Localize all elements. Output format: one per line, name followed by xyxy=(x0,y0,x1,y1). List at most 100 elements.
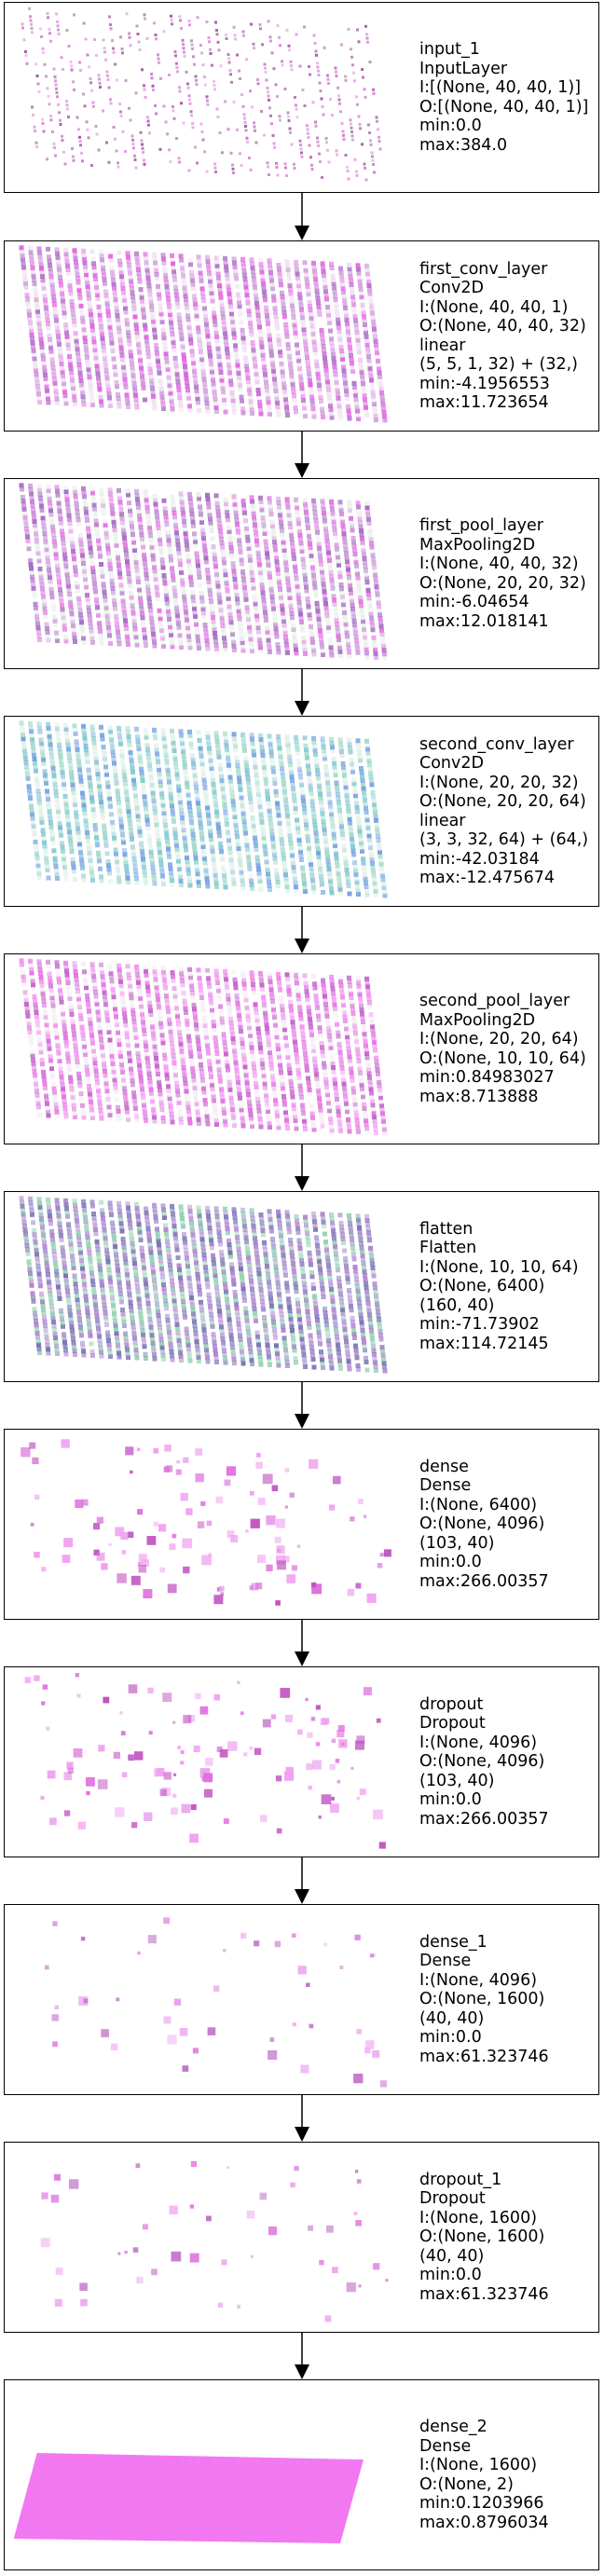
activation-cell xyxy=(112,764,117,770)
activation-cell xyxy=(322,823,326,829)
activation-cell xyxy=(376,363,381,367)
activation-cell xyxy=(348,586,353,592)
activation-cell xyxy=(231,877,236,883)
activation-cell xyxy=(273,145,276,149)
activation-cell xyxy=(285,813,290,818)
activation-cell xyxy=(206,267,212,272)
activation-cell xyxy=(117,808,122,814)
activation-cell xyxy=(253,760,257,765)
activation-cell xyxy=(334,613,338,619)
activation-cell xyxy=(168,624,172,630)
activation-cell xyxy=(142,794,147,799)
activation-cell xyxy=(213,731,219,736)
activation-cell xyxy=(346,570,351,576)
activation-cell xyxy=(221,390,226,395)
activation-cell xyxy=(25,538,31,543)
activation-cell xyxy=(49,357,55,363)
activation-cell xyxy=(332,363,337,369)
activation-cell xyxy=(213,318,217,323)
activation-cell xyxy=(317,624,323,630)
activation-cell xyxy=(68,525,73,530)
activation-cell xyxy=(333,368,337,373)
activation-cell xyxy=(142,865,146,870)
activation-cell xyxy=(117,730,122,734)
activation-cell xyxy=(324,371,329,377)
activation-cell xyxy=(66,346,71,351)
activation-cell xyxy=(130,295,135,299)
activation-cell xyxy=(260,515,266,520)
activation-cell xyxy=(197,575,202,580)
activation-cell xyxy=(312,34,316,37)
activation-cell xyxy=(159,870,165,875)
activation-cell xyxy=(74,572,78,578)
activation-cell xyxy=(346,641,350,647)
activation-cell xyxy=(208,353,213,359)
activation-cell xyxy=(172,744,176,749)
activation-cell xyxy=(79,545,84,550)
activation-cell xyxy=(145,509,150,514)
activation-cell xyxy=(328,645,334,650)
activation-cell xyxy=(249,882,254,887)
activation-cell xyxy=(61,377,66,382)
activation-cell xyxy=(99,878,104,884)
activation-cell xyxy=(58,587,62,593)
activation-cell xyxy=(208,282,213,288)
activation-cell xyxy=(188,815,194,821)
activation-cell xyxy=(123,380,128,386)
activation-cell xyxy=(133,872,139,877)
activation-cell xyxy=(254,855,260,860)
activation-cell xyxy=(111,831,117,837)
activation-cell xyxy=(186,82,189,86)
activation-cell xyxy=(200,840,205,845)
activation-cell xyxy=(261,519,266,525)
activation-cell xyxy=(258,23,262,26)
activation-cell xyxy=(124,79,128,82)
activation-cell xyxy=(224,264,228,269)
activation-cell xyxy=(353,871,359,877)
activation-cell xyxy=(318,866,323,871)
activation-cell xyxy=(112,360,117,365)
activation-cell xyxy=(136,504,141,510)
activation-cell xyxy=(223,572,228,578)
activation-cell xyxy=(327,870,332,876)
activation-cell xyxy=(211,615,215,620)
activation-cell xyxy=(151,398,157,403)
activation-cell xyxy=(122,297,127,303)
activation-cell xyxy=(223,260,228,265)
activation-cell xyxy=(37,725,42,731)
activation-cell xyxy=(255,546,260,552)
activation-cell xyxy=(26,784,32,789)
activation-cell xyxy=(159,628,164,633)
activation-cell xyxy=(109,500,114,504)
activation-cell xyxy=(46,563,51,569)
activation-cell xyxy=(99,803,104,809)
activation-cell xyxy=(286,275,292,281)
activation-cell xyxy=(218,131,222,134)
activation-cell xyxy=(103,597,108,603)
activation-cell xyxy=(98,628,103,634)
activation-cell xyxy=(312,747,318,753)
activation-cell xyxy=(56,734,61,739)
activation-cell xyxy=(20,253,25,258)
activation-cell xyxy=(276,813,281,818)
layer-activation-plot xyxy=(19,245,388,423)
activation-cell xyxy=(269,753,274,759)
activation-cell xyxy=(249,803,254,809)
activation-cell xyxy=(273,313,279,319)
activation-cell xyxy=(72,794,76,800)
activation-cell xyxy=(116,634,121,638)
activation-cell xyxy=(28,800,34,805)
activation-cell xyxy=(77,292,82,296)
activation-cell xyxy=(140,615,145,621)
activation-cell xyxy=(161,331,166,336)
activation-cell xyxy=(304,276,309,281)
activation-cell xyxy=(283,397,288,402)
activation-cell xyxy=(370,386,375,391)
activation-cell xyxy=(108,729,113,734)
activation-cell xyxy=(302,498,308,503)
activation-cell xyxy=(363,162,366,166)
activation-cell xyxy=(70,307,76,312)
activation-cell xyxy=(139,607,144,612)
activation-cell xyxy=(188,340,194,346)
activation-cell xyxy=(347,575,351,580)
